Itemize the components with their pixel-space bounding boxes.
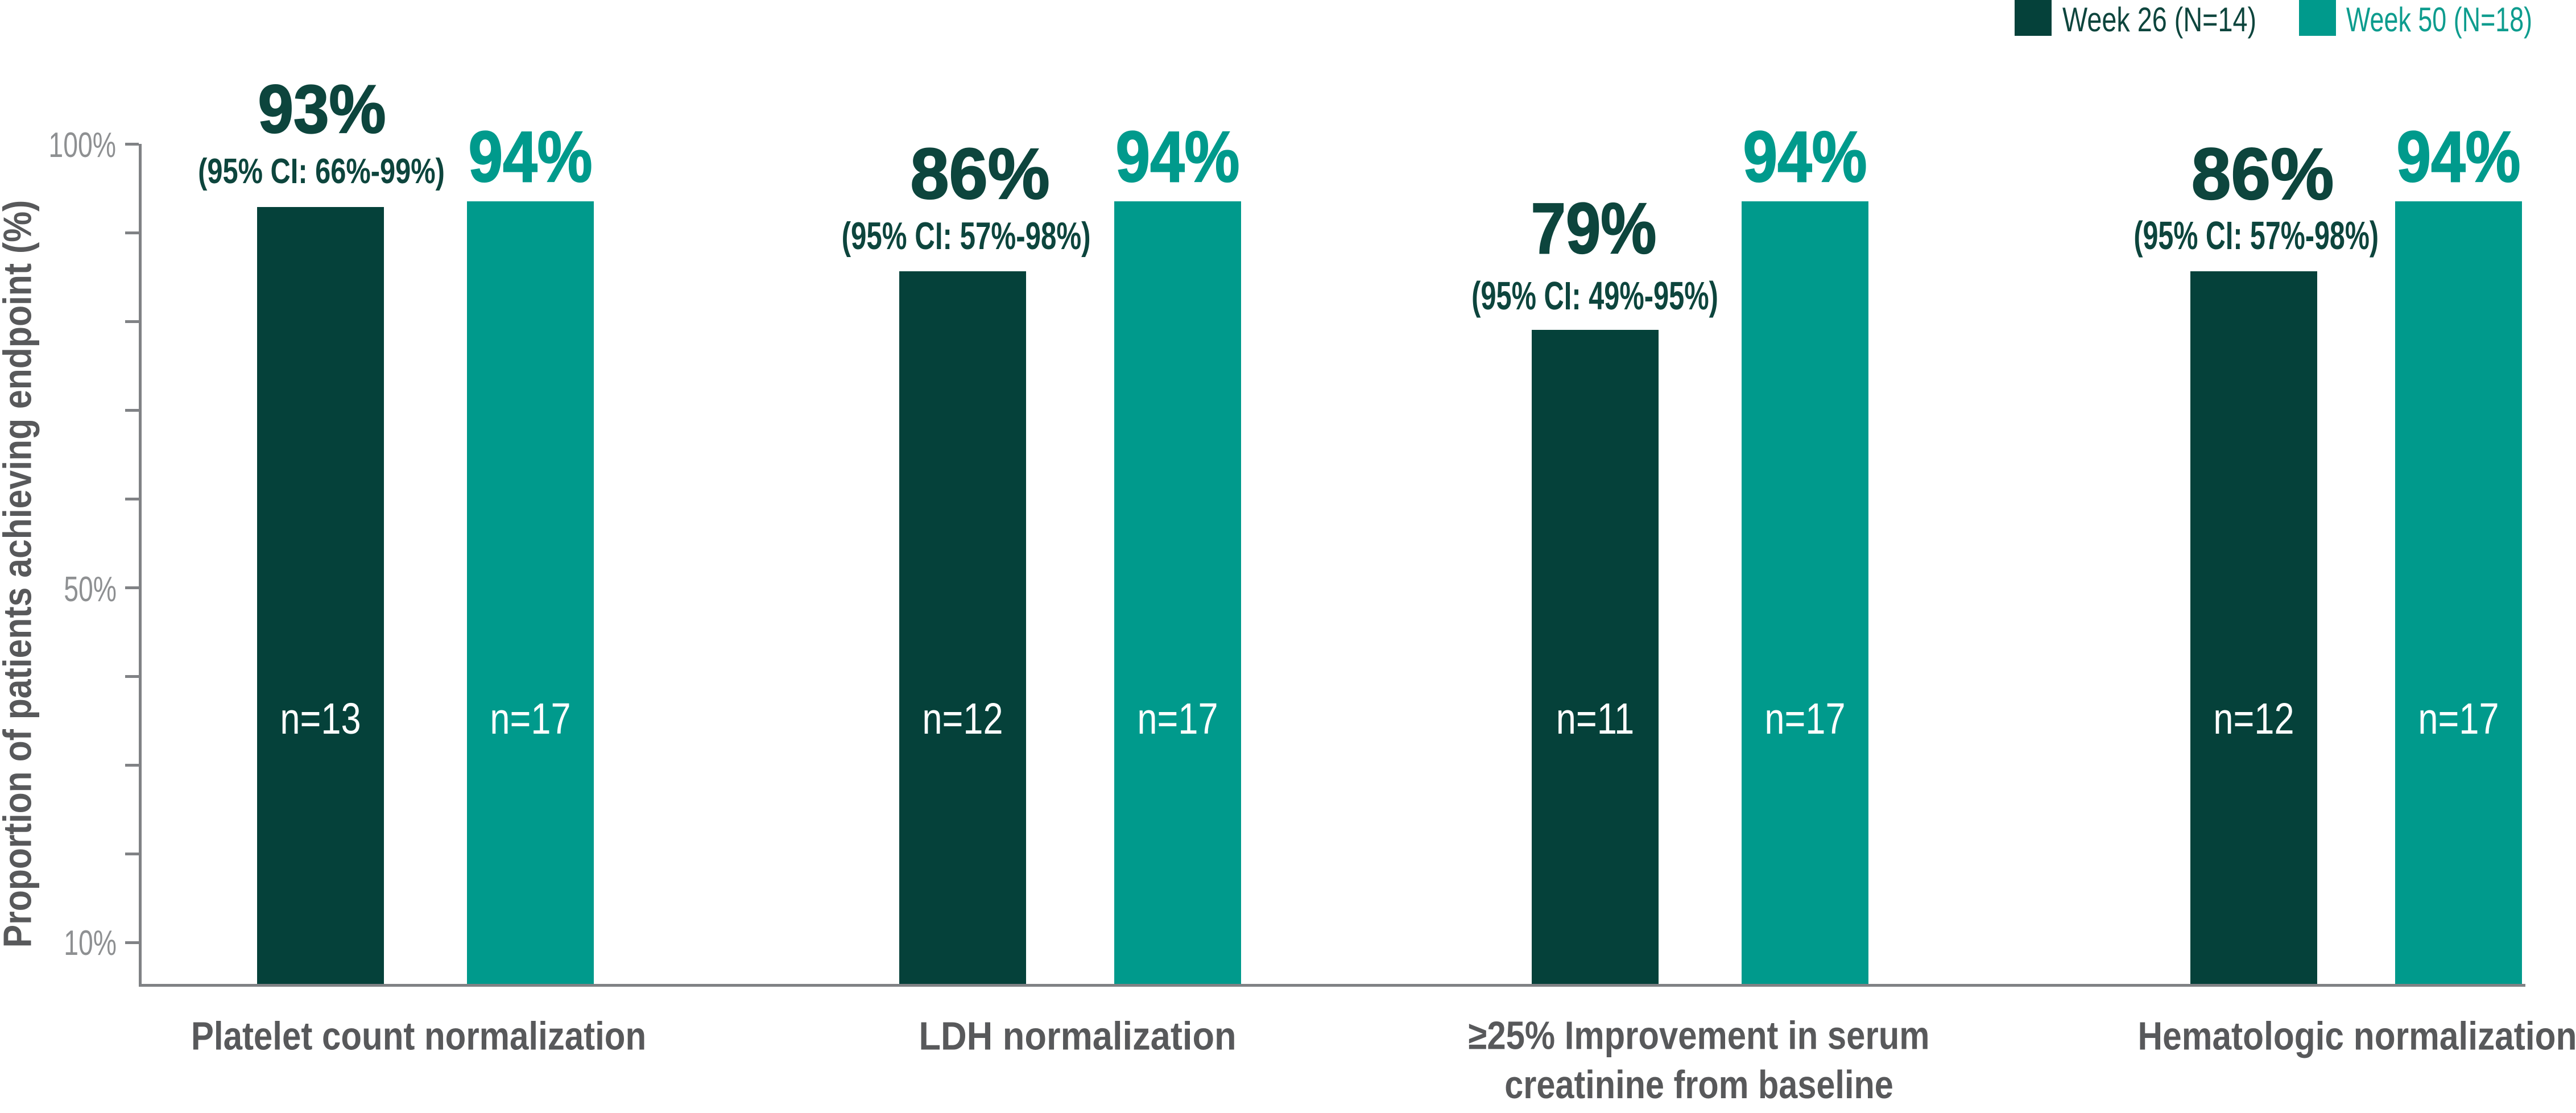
svg-text:n=17: n=17 <box>1137 694 1218 743</box>
svg-text:n=17: n=17 <box>1764 694 1845 743</box>
svg-text:n=17: n=17 <box>2418 694 2499 743</box>
svg-text:creatinine from baseline: creatinine from baseline <box>1504 1062 1893 1107</box>
svg-text:(95% CI: 57%-98%): (95% CI: 57%-98%) <box>842 214 1091 258</box>
svg-text:n=13: n=13 <box>280 694 361 743</box>
svg-text:Hematologic normalization: Hematologic normalization <box>2138 1013 2576 1058</box>
svg-text:50%: 50% <box>64 569 117 609</box>
svg-text:10%: 10% <box>64 922 117 962</box>
svg-text:93%: 93% <box>258 71 386 147</box>
svg-text:86%: 86% <box>910 134 1049 214</box>
svg-text:(95% CI: 57%-98%): (95% CI: 57%-98%) <box>2133 213 2379 258</box>
svg-text:n=12: n=12 <box>922 694 1003 743</box>
svg-text:≥25% Improvement in serum: ≥25% Improvement in serum <box>1468 1013 1929 1057</box>
svg-text:n=17: n=17 <box>490 694 570 743</box>
svg-text:(95% CI: 66%-99%): (95% CI: 66%-99%) <box>198 151 445 191</box>
svg-text:Week 50 (N=18): Week 50 (N=18) <box>2346 1 2532 39</box>
svg-text:Proportion of patients achievi: Proportion of patients achieving endpoin… <box>0 200 39 948</box>
svg-text:86%: 86% <box>2192 133 2334 215</box>
svg-text:94%: 94% <box>1116 116 1240 196</box>
svg-text:n=12: n=12 <box>2213 694 2294 743</box>
svg-text:100%: 100% <box>48 125 116 164</box>
svg-text:LDH normalization: LDH normalization <box>919 1015 1236 1059</box>
svg-text:79%: 79% <box>1531 189 1657 268</box>
svg-text:94%: 94% <box>1743 116 1867 196</box>
svg-text:(95% CI: 49%-95%): (95% CI: 49%-95%) <box>1471 273 1718 318</box>
svg-text:Week 26 (N=14): Week 26 (N=14) <box>2062 1 2256 39</box>
svg-text:94%: 94% <box>469 116 593 196</box>
svg-text:n=11: n=11 <box>1556 694 1635 743</box>
svg-text:Platelet count normalization: Platelet count normalization <box>191 1013 646 1058</box>
svg-text:94%: 94% <box>2397 116 2521 196</box>
